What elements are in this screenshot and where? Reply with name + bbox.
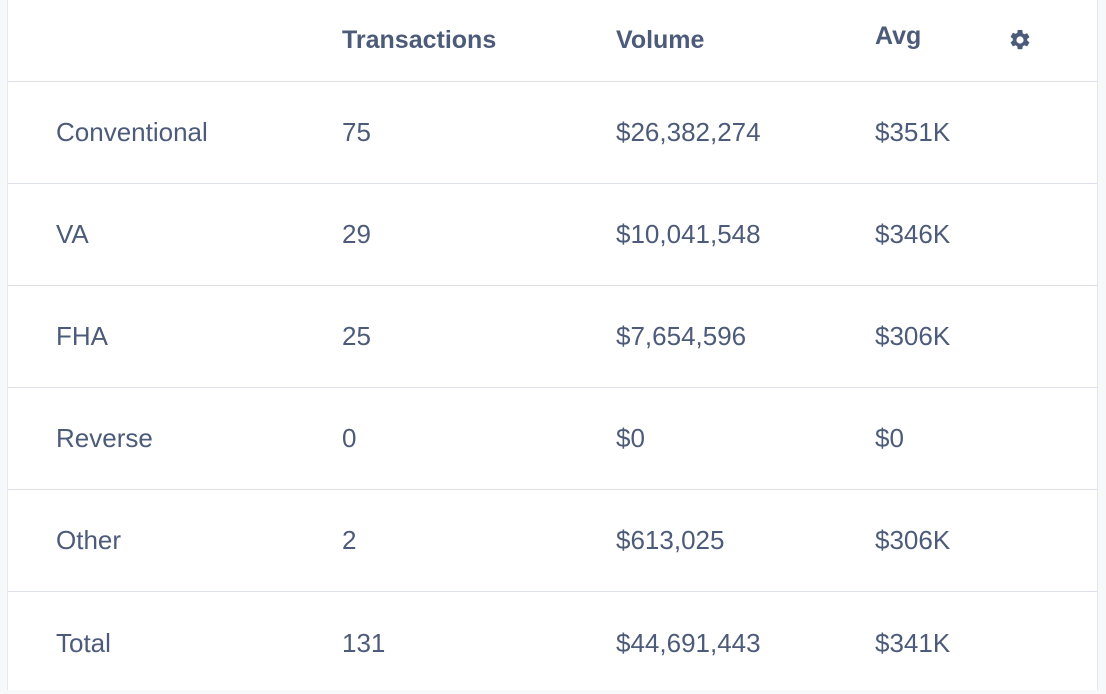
row-volume: $10,041,548 [616, 219, 761, 249]
row-volume: $26,382,274 [616, 117, 761, 147]
header-avg[interactable]: Avg [875, 22, 922, 50]
row-volume: $613,025 [616, 525, 725, 555]
row-avg: $306K [875, 525, 951, 555]
row-name: VA [56, 219, 89, 249]
table-row: VA 29 $10,041,548 $346K [8, 184, 1097, 286]
table-total-row: Total 131 $44,691,443 $341K [8, 592, 1097, 694]
header-volume[interactable]: Volume [616, 26, 705, 54]
row-name: Other [56, 525, 122, 555]
row-transactions: 2 [342, 525, 357, 555]
table-header-row: Transactions Volume Avg [8, 0, 1097, 82]
row-avg: $346K [875, 219, 951, 249]
row-avg: $341K [875, 627, 951, 658]
row-name: Reverse [56, 423, 153, 453]
table-row: Conventional 75 $26,382,274 $351K [8, 82, 1097, 184]
loan-type-table: Transactions Volume Avg Conventional 75 … [7, 0, 1098, 690]
row-volume: $7,654,596 [616, 321, 747, 351]
row-name: Total [56, 627, 111, 658]
header-transactions[interactable]: Transactions [342, 26, 497, 54]
row-volume: $44,691,443 [616, 627, 761, 658]
row-name: FHA [56, 321, 108, 351]
row-avg: $351K [875, 117, 951, 147]
row-transactions: 0 [342, 423, 357, 453]
row-avg: $0 [875, 423, 904, 453]
table-row: FHA 25 $7,654,596 $306K [8, 286, 1097, 388]
row-volume: $0 [616, 423, 645, 453]
gear-icon[interactable] [1008, 28, 1032, 52]
row-transactions: 131 [342, 627, 386, 658]
row-name: Conventional [56, 117, 208, 147]
table-row: Reverse 0 $0 $0 [8, 388, 1097, 490]
row-avg: $306K [875, 321, 951, 351]
table-row: Other 2 $613,025 $306K [8, 490, 1097, 592]
row-transactions: 25 [342, 321, 371, 351]
row-transactions: 29 [342, 219, 371, 249]
row-transactions: 75 [342, 117, 371, 147]
